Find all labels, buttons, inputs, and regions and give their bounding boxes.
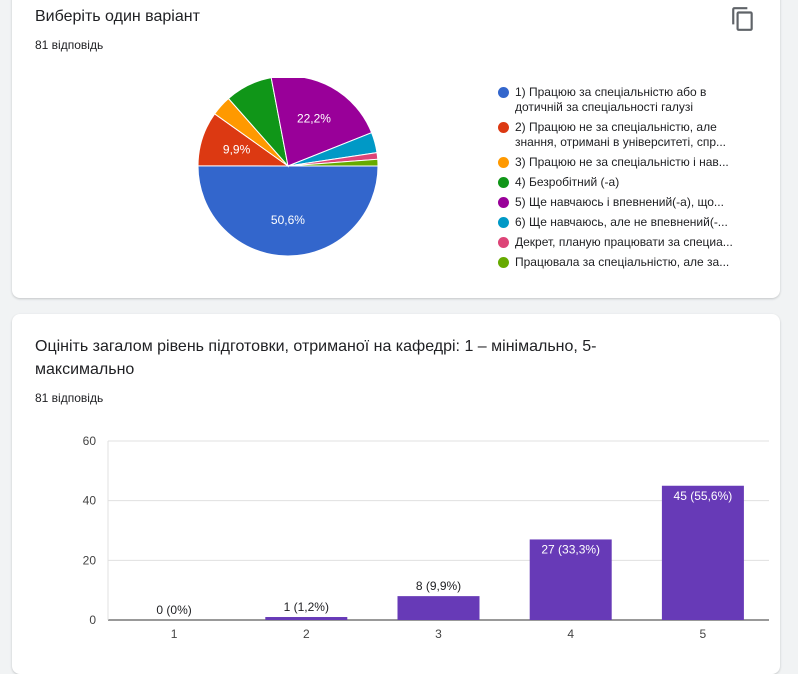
legend-item[interactable]: 2) Працюю не за спеціальністю, але знанн… — [498, 120, 748, 150]
bar[interactable] — [265, 617, 348, 620]
pie-legend: 1) Працюю за спеціальністю або в дотичні… — [498, 85, 748, 275]
pie-slice[interactable] — [197, 165, 379, 257]
question-card-2: Оцініть загалом рівень підготовки, отрим… — [12, 314, 780, 674]
legend-color-dot — [498, 197, 509, 208]
legend-label: 1) Працюю за спеціальністю або в дотичні… — [515, 85, 707, 114]
legend-label: 6) Ще навчаюсь, але не впевнений(-... — [515, 215, 728, 229]
y-tick-label: 20 — [83, 553, 97, 567]
legend-label: 5) Ще навчаюсь і впевнений(-а), що... — [515, 195, 724, 209]
legend-item[interactable]: Декрет, планую працювати за специа... — [498, 235, 748, 250]
copy-icon-glyph — [732, 7, 753, 31]
y-tick-label: 40 — [83, 494, 97, 508]
pie-slice-label: 9,9% — [223, 142, 251, 156]
legend-color-dot — [498, 157, 509, 168]
x-tick-label: 5 — [700, 627, 707, 641]
x-tick-label: 4 — [567, 627, 574, 641]
legend-item[interactable]: 6) Ще навчаюсь, але не впевнений(-... — [498, 215, 748, 230]
question-title-line1: Оцініть загалом рівень підготовки, отрим… — [35, 338, 597, 355]
question-title-line2: максимально — [35, 361, 135, 378]
pie-chart: 50,6% 9,9% 22,2% — [197, 78, 379, 257]
legend-color-dot — [498, 87, 509, 98]
x-tick-label: 1 — [171, 627, 178, 641]
bar-value-label: 0 (0%) — [156, 603, 191, 617]
legend-color-dot — [498, 217, 509, 228]
bar[interactable] — [529, 539, 612, 620]
bar-value-label: 1 (1,2%) — [284, 600, 329, 614]
legend-label: 2) Працюю не за спеціальністю, але знанн… — [515, 120, 726, 149]
bar-value-label: 45 (55,6%) — [674, 489, 733, 503]
pie-slice[interactable] — [287, 158, 379, 167]
bar-value-label: 27 (33,3%) — [541, 542, 600, 556]
legend-color-dot — [498, 177, 509, 188]
pie-slice[interactable] — [270, 78, 373, 167]
legend-label: Працювала за спеціальністю, але за... — [515, 255, 730, 269]
question-title: Виберіть один варіант — [35, 8, 200, 25]
bar[interactable] — [397, 596, 480, 620]
legend-color-dot — [498, 237, 509, 248]
legend-item[interactable]: 1) Працюю за спеціальністю або в дотичні… — [498, 85, 748, 115]
bar-chart: 0 20 40 60 0 (0%) 1 1 (1,2%) 2 8 (9,9%) 3 27 (33,3… — [83, 434, 769, 641]
legend-item[interactable]: 5) Ще навчаюсь і впевнений(-а), що... — [498, 195, 748, 210]
legend-item[interactable]: 4) Безробітний (-а) — [498, 175, 748, 190]
y-tick-label: 60 — [83, 434, 97, 448]
pie-slice[interactable] — [227, 78, 289, 168]
legend-color-dot — [498, 122, 509, 133]
y-tick-label: 0 — [89, 613, 96, 627]
bar[interactable] — [661, 485, 744, 620]
pie-slice-label: 50,6% — [271, 213, 305, 227]
legend-label: 4) Безробітний (-а) — [515, 175, 620, 189]
question-card-1: Виберіть один варіант 81 відповідь 50,6%… — [12, 0, 780, 298]
response-count: 81 відповідь — [35, 38, 104, 52]
x-tick-label: 3 — [435, 627, 442, 641]
legend-item[interactable]: Працювала за спеціальністю, але за... — [498, 255, 748, 270]
legend-label: 3) Працюю не за спеціальністю і нав... — [515, 155, 729, 169]
x-tick-label: 2 — [303, 627, 310, 641]
legend-label: Декрет, планую працювати за специа... — [515, 235, 733, 249]
copy-icon[interactable] — [730, 6, 756, 32]
pie-slice-label: 22,2% — [297, 112, 331, 126]
legend-item[interactable]: 3) Працюю не за спеціальністю і нав... — [498, 155, 748, 170]
legend-color-dot — [498, 257, 509, 268]
bar-value-label: 8 (9,9%) — [416, 579, 461, 593]
response-count: 81 відповідь — [35, 391, 104, 405]
